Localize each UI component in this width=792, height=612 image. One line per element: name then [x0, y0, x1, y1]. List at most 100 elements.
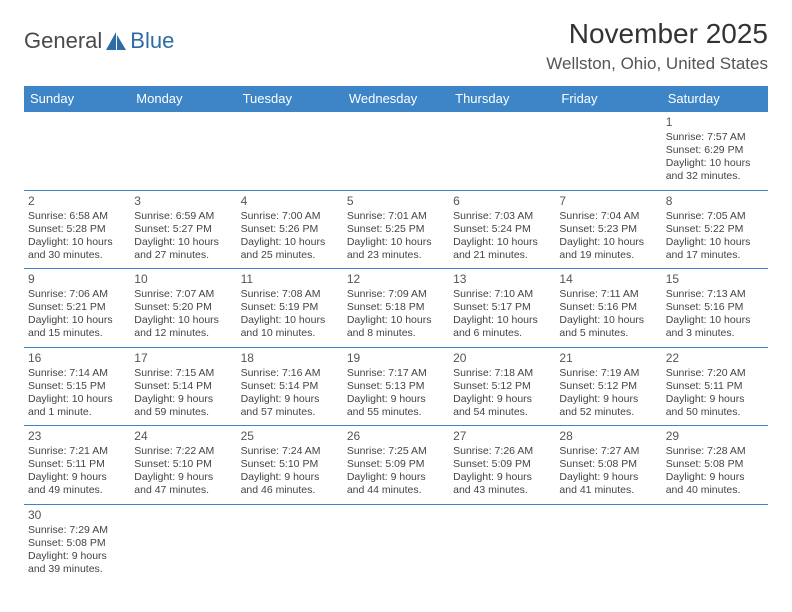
day-number: 12: [347, 272, 445, 287]
calendar-cell: [24, 112, 130, 191]
calendar-cell: [130, 112, 236, 191]
day-number: 11: [241, 272, 339, 287]
calendar-cell: 3Sunrise: 6:59 AMSunset: 5:27 PMDaylight…: [130, 190, 236, 269]
sunset-text: Sunset: 5:10 PM: [134, 458, 232, 471]
day-number: 16: [28, 351, 126, 366]
day-number: 5: [347, 194, 445, 209]
sunrise-text: Sunrise: 7:16 AM: [241, 367, 339, 380]
calendar-cell: 23Sunrise: 7:21 AMSunset: 5:11 PMDayligh…: [24, 426, 130, 505]
calendar-row: 23Sunrise: 7:21 AMSunset: 5:11 PMDayligh…: [24, 426, 768, 505]
daylight-text: Daylight: 10 hours and 15 minutes.: [28, 314, 126, 340]
sunrise-text: Sunrise: 7:19 AM: [559, 367, 657, 380]
day-number: 14: [559, 272, 657, 287]
sunset-text: Sunset: 5:15 PM: [28, 380, 126, 393]
calendar-cell: 12Sunrise: 7:09 AMSunset: 5:18 PMDayligh…: [343, 269, 449, 348]
sunset-text: Sunset: 5:19 PM: [241, 301, 339, 314]
daylight-text: Daylight: 10 hours and 27 minutes.: [134, 236, 232, 262]
sunrise-text: Sunrise: 7:21 AM: [28, 445, 126, 458]
day-number: 22: [666, 351, 764, 366]
page-title: November 2025: [546, 18, 768, 50]
sunset-text: Sunset: 5:25 PM: [347, 223, 445, 236]
logo: General Blue: [24, 18, 174, 54]
day-number: 6: [453, 194, 551, 209]
sunset-text: Sunset: 5:27 PM: [134, 223, 232, 236]
day-number: 10: [134, 272, 232, 287]
calendar-cell: 2Sunrise: 6:58 AMSunset: 5:28 PMDaylight…: [24, 190, 130, 269]
day-number: 7: [559, 194, 657, 209]
sunset-text: Sunset: 5:12 PM: [559, 380, 657, 393]
daylight-text: Daylight: 9 hours and 49 minutes.: [28, 471, 126, 497]
calendar-cell: 29Sunrise: 7:28 AMSunset: 5:08 PMDayligh…: [662, 426, 768, 505]
sunset-text: Sunset: 6:29 PM: [666, 144, 764, 157]
calendar-cell: 1Sunrise: 7:57 AMSunset: 6:29 PMDaylight…: [662, 112, 768, 191]
weekday-header: Saturday: [662, 86, 768, 112]
sunrise-text: Sunrise: 7:17 AM: [347, 367, 445, 380]
logo-text-1: General: [24, 28, 102, 54]
calendar-row: 2Sunrise: 6:58 AMSunset: 5:28 PMDaylight…: [24, 190, 768, 269]
daylight-text: Daylight: 9 hours and 59 minutes.: [134, 393, 232, 419]
day-number: 18: [241, 351, 339, 366]
daylight-text: Daylight: 9 hours and 57 minutes.: [241, 393, 339, 419]
daylight-text: Daylight: 10 hours and 19 minutes.: [559, 236, 657, 262]
sunrise-text: Sunrise: 7:03 AM: [453, 210, 551, 223]
sunset-text: Sunset: 5:18 PM: [347, 301, 445, 314]
day-number: 9: [28, 272, 126, 287]
calendar-row: 1Sunrise: 7:57 AMSunset: 6:29 PMDaylight…: [24, 112, 768, 191]
sunrise-text: Sunrise: 7:11 AM: [559, 288, 657, 301]
sunrise-text: Sunrise: 7:10 AM: [453, 288, 551, 301]
sunset-text: Sunset: 5:11 PM: [28, 458, 126, 471]
calendar-cell: [130, 504, 236, 582]
daylight-text: Daylight: 10 hours and 6 minutes.: [453, 314, 551, 340]
sunset-text: Sunset: 5:28 PM: [28, 223, 126, 236]
day-number: 2: [28, 194, 126, 209]
calendar-cell: 16Sunrise: 7:14 AMSunset: 5:15 PMDayligh…: [24, 347, 130, 426]
daylight-text: Daylight: 10 hours and 17 minutes.: [666, 236, 764, 262]
sunset-text: Sunset: 5:12 PM: [453, 380, 551, 393]
daylight-text: Daylight: 10 hours and 30 minutes.: [28, 236, 126, 262]
calendar-row: 16Sunrise: 7:14 AMSunset: 5:15 PMDayligh…: [24, 347, 768, 426]
calendar-cell: 15Sunrise: 7:13 AMSunset: 5:16 PMDayligh…: [662, 269, 768, 348]
daylight-text: Daylight: 9 hours and 52 minutes.: [559, 393, 657, 419]
day-number: 23: [28, 429, 126, 444]
sunrise-text: Sunrise: 7:20 AM: [666, 367, 764, 380]
sunrise-text: Sunrise: 7:13 AM: [666, 288, 764, 301]
weekday-header: Monday: [130, 86, 236, 112]
day-number: 13: [453, 272, 551, 287]
day-number: 4: [241, 194, 339, 209]
daylight-text: Daylight: 10 hours and 12 minutes.: [134, 314, 232, 340]
calendar-cell: [237, 112, 343, 191]
sunrise-text: Sunrise: 7:15 AM: [134, 367, 232, 380]
day-number: 27: [453, 429, 551, 444]
calendar-row: 9Sunrise: 7:06 AMSunset: 5:21 PMDaylight…: [24, 269, 768, 348]
sunrise-text: Sunrise: 7:18 AM: [453, 367, 551, 380]
day-number: 29: [666, 429, 764, 444]
daylight-text: Daylight: 9 hours and 44 minutes.: [347, 471, 445, 497]
calendar-cell: 25Sunrise: 7:24 AMSunset: 5:10 PMDayligh…: [237, 426, 343, 505]
sunrise-text: Sunrise: 7:25 AM: [347, 445, 445, 458]
daylight-text: Daylight: 10 hours and 25 minutes.: [241, 236, 339, 262]
calendar-cell: 20Sunrise: 7:18 AMSunset: 5:12 PMDayligh…: [449, 347, 555, 426]
daylight-text: Daylight: 9 hours and 39 minutes.: [28, 550, 126, 576]
sunrise-text: Sunrise: 7:05 AM: [666, 210, 764, 223]
calendar-cell: [449, 504, 555, 582]
sunset-text: Sunset: 5:26 PM: [241, 223, 339, 236]
calendar-cell: 28Sunrise: 7:27 AMSunset: 5:08 PMDayligh…: [555, 426, 661, 505]
calendar-cell: [555, 112, 661, 191]
sunset-text: Sunset: 5:14 PM: [241, 380, 339, 393]
sunset-text: Sunset: 5:08 PM: [28, 537, 126, 550]
sunset-text: Sunset: 5:20 PM: [134, 301, 232, 314]
daylight-text: Daylight: 10 hours and 1 minute.: [28, 393, 126, 419]
calendar-cell: 26Sunrise: 7:25 AMSunset: 5:09 PMDayligh…: [343, 426, 449, 505]
day-number: 17: [134, 351, 232, 366]
sunrise-text: Sunrise: 7:09 AM: [347, 288, 445, 301]
calendar-cell: 30Sunrise: 7:29 AMSunset: 5:08 PMDayligh…: [24, 504, 130, 582]
daylight-text: Daylight: 9 hours and 54 minutes.: [453, 393, 551, 419]
calendar-cell: 10Sunrise: 7:07 AMSunset: 5:20 PMDayligh…: [130, 269, 236, 348]
calendar-cell: 4Sunrise: 7:00 AMSunset: 5:26 PMDaylight…: [237, 190, 343, 269]
calendar-cell: [449, 112, 555, 191]
sail-icon: [104, 30, 128, 52]
daylight-text: Daylight: 9 hours and 55 minutes.: [347, 393, 445, 419]
calendar-cell: 21Sunrise: 7:19 AMSunset: 5:12 PMDayligh…: [555, 347, 661, 426]
weekday-header-row: Sunday Monday Tuesday Wednesday Thursday…: [24, 86, 768, 112]
daylight-text: Daylight: 10 hours and 3 minutes.: [666, 314, 764, 340]
